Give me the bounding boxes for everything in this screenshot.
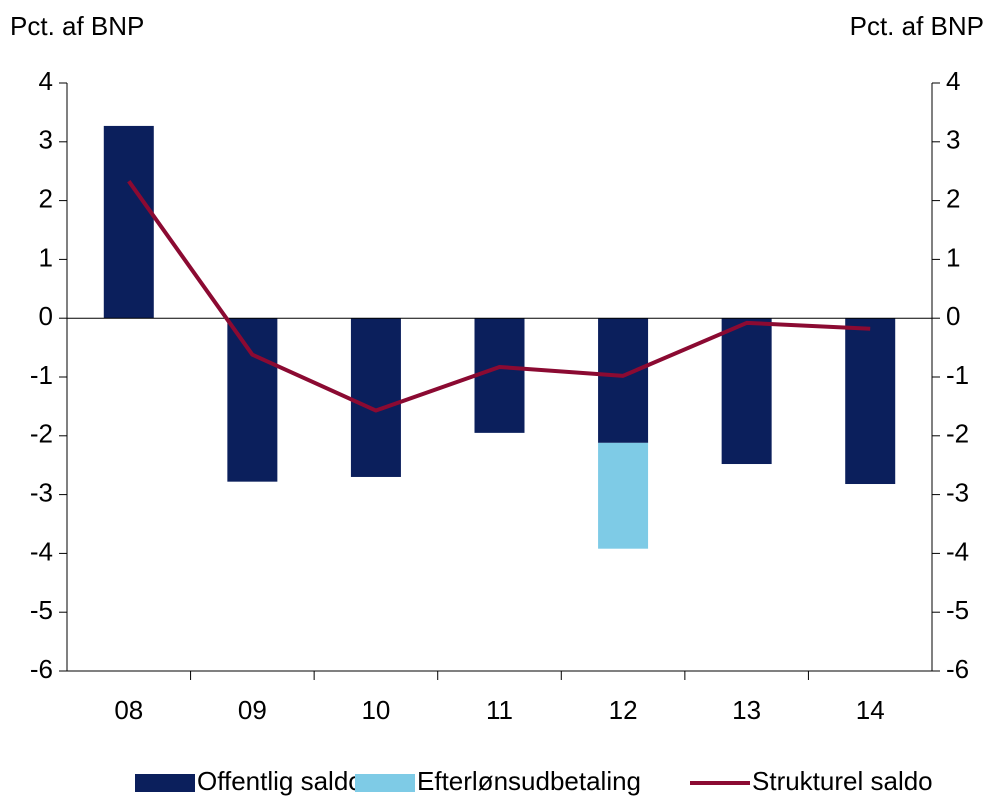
legend-label: Efterlønsudbetaling — [417, 766, 641, 796]
y-tick-label: -5 — [30, 595, 53, 625]
x-tick-label: 09 — [238, 695, 267, 725]
bar — [598, 318, 649, 443]
y2-axis-title: Pct. af BNP — [850, 11, 984, 41]
x-tick-label: 08 — [114, 695, 143, 725]
bar — [227, 318, 278, 482]
y2-tick-label: -5 — [946, 595, 969, 625]
legend-label: Strukturel saldo — [752, 766, 933, 796]
bar — [721, 318, 772, 465]
y-axis-title: Pct. af BNP — [10, 11, 144, 41]
bar — [474, 318, 525, 433]
y2-tick-label: -6 — [946, 654, 969, 684]
bar — [598, 442, 649, 549]
legend-swatch — [135, 774, 195, 792]
y2-tick-label: -1 — [946, 360, 969, 390]
y2-tick-label: 0 — [946, 301, 960, 331]
y2-tick-label: 4 — [946, 66, 960, 96]
y-tick-label: -6 — [30, 654, 53, 684]
bar — [350, 318, 401, 477]
y2-tick-label: -4 — [946, 536, 969, 566]
x-tick-label: 12 — [609, 695, 638, 725]
y2-tick-label: -3 — [946, 477, 969, 507]
x-tick-label: 14 — [856, 695, 885, 725]
x-tick-label: 10 — [361, 695, 390, 725]
line — [127, 180, 871, 413]
y-tick-label: 3 — [39, 125, 53, 155]
y-tick-label: 4 — [39, 66, 53, 96]
y-tick-label: -3 — [30, 477, 53, 507]
legend-label: Offentlig saldo — [197, 766, 363, 796]
y-tick-label: -2 — [30, 419, 53, 449]
y2-tick-label: 1 — [946, 242, 960, 272]
y-tick-label: 1 — [39, 242, 53, 272]
legend-swatch — [355, 774, 415, 792]
y2-tick-label: 3 — [946, 125, 960, 155]
y-tick-label: -4 — [30, 536, 53, 566]
bar — [103, 125, 154, 319]
y-tick-label: 2 — [39, 183, 53, 213]
x-tick-label: 13 — [732, 695, 761, 725]
y-tick-label: 0 — [39, 301, 53, 331]
y2-tick-label: 2 — [946, 183, 960, 213]
y-tick-label: -1 — [30, 360, 53, 390]
y2-tick-label: -2 — [946, 419, 969, 449]
x-tick-label: 11 — [486, 695, 513, 725]
bar — [845, 318, 896, 485]
